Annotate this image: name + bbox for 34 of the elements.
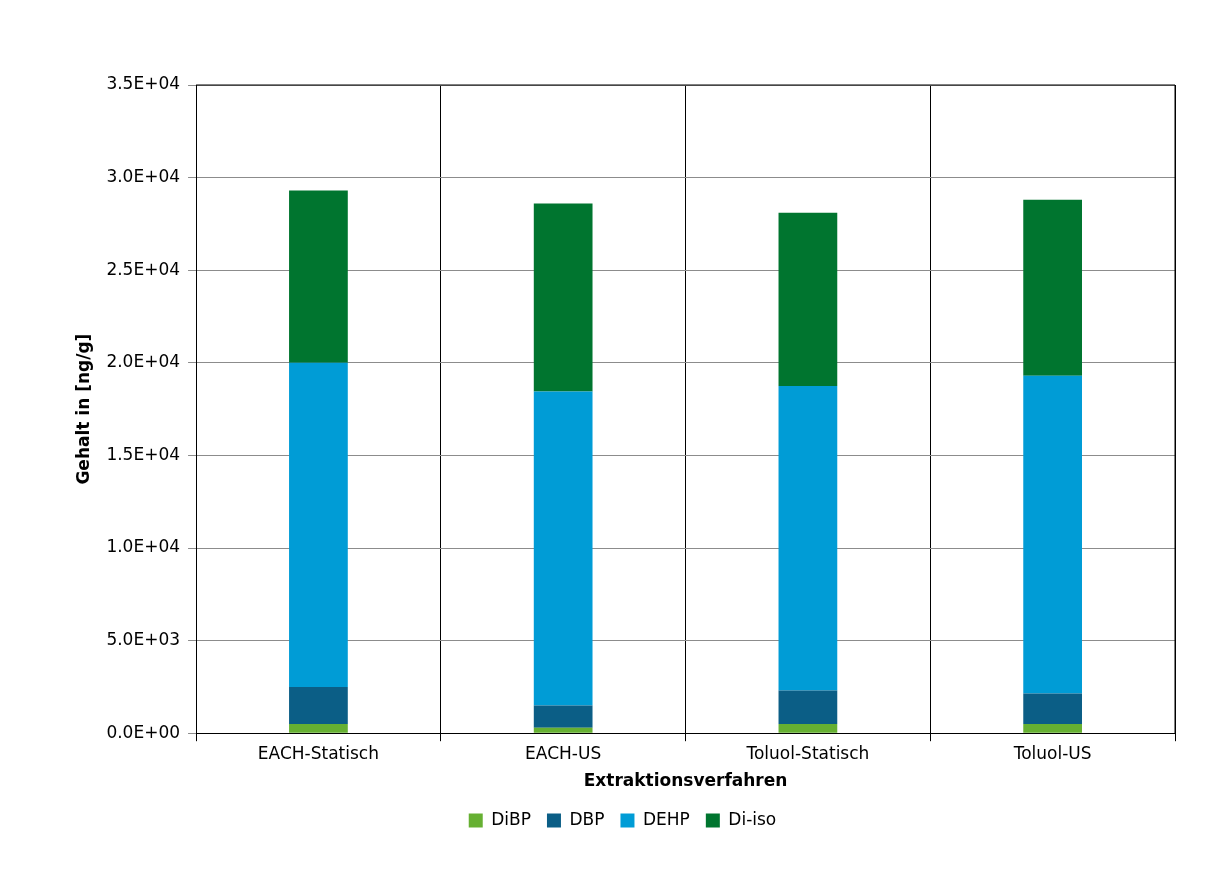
x-tick-label: EACH-US — [525, 742, 602, 763]
y-tick-label: 1.0E+04 — [106, 536, 181, 557]
bar — [1023, 199, 1082, 376]
bar — [533, 727, 593, 733]
bar — [289, 362, 348, 687]
y-tick-label: 2.5E+04 — [106, 258, 181, 279]
x-axis-title: Extraktionsverfahren — [583, 770, 788, 791]
y-tick-label: 3.5E+04 — [106, 73, 181, 94]
legend-label: Di-iso — [728, 808, 777, 829]
y-tick-label: 0.0E+00 — [106, 721, 181, 742]
bar — [289, 190, 348, 363]
x-tick-label: Toluol-US — [1012, 742, 1092, 763]
legend-label: DiBP — [491, 808, 531, 829]
bar — [533, 705, 593, 728]
y-tick-label: 2.0E+04 — [106, 351, 181, 372]
bar — [1023, 693, 1082, 724]
x-tick-label: Toluol-Statisch — [745, 742, 870, 763]
y-axis-title: Gehalt in [ng/g] — [72, 333, 93, 485]
bar — [289, 723, 348, 733]
bar — [778, 723, 838, 733]
bar — [533, 391, 593, 706]
bar — [1023, 375, 1082, 694]
bar — [533, 203, 593, 392]
legend-label: DBP — [569, 808, 605, 829]
bar — [289, 686, 348, 724]
bar — [778, 690, 838, 724]
bar — [778, 212, 838, 386]
y-tick-label: 3.0E+04 — [106, 166, 181, 187]
y-tick-label: 5.0E+03 — [106, 629, 181, 650]
legend-label: DEHP — [642, 808, 690, 829]
y-tick-label: 1.5E+04 — [106, 443, 181, 464]
bar — [778, 385, 838, 691]
x-tick-label: EACH-Statisch — [257, 742, 379, 763]
bar — [1023, 723, 1082, 733]
